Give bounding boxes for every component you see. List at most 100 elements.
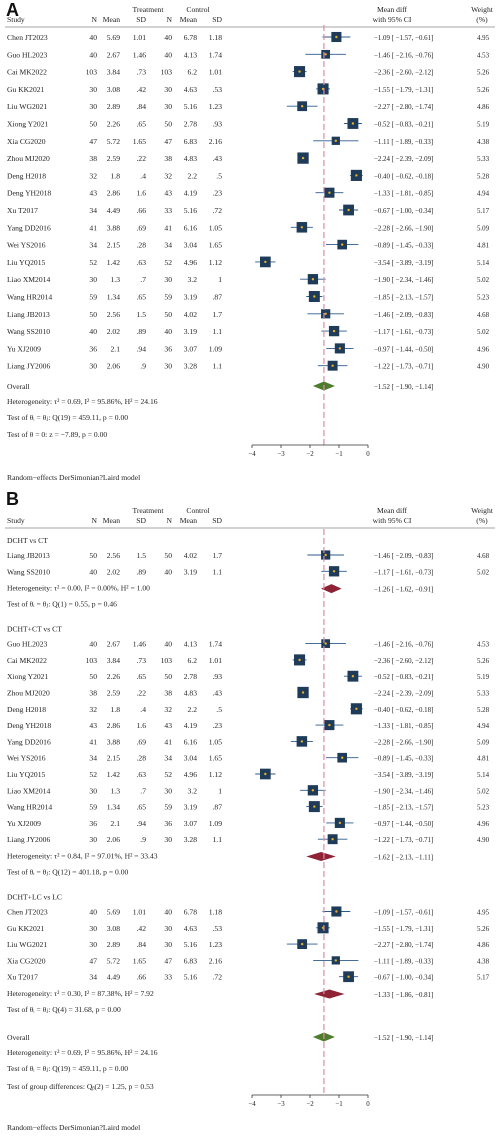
study-mean-treatment: 3.84 [107, 656, 120, 665]
study-mean-control: 3.07 [184, 819, 197, 828]
study-n-control: 30 [164, 835, 172, 844]
x-tick-label: −3 [277, 451, 285, 458]
header-weight: Weight [471, 5, 494, 14]
study-name: Guo HL2023 [7, 640, 47, 649]
study-sd-treatment: .7 [140, 275, 146, 284]
study-sd-treatment: .69 [137, 223, 147, 232]
study-name: Xiong Y2021 [7, 120, 48, 129]
study-sd-treatment: .42 [137, 924, 147, 933]
study-sd-treatment: .94 [137, 819, 147, 828]
study-ci-text: −2.36 [ −2.60, −2.12] [374, 70, 433, 77]
point-estimate [324, 642, 327, 645]
study-mean-control: 6.16 [184, 737, 197, 746]
point-estimate [298, 658, 301, 662]
study-ci-text: −1.46 [ −2.09, −0.83] [374, 312, 433, 319]
study-mean-control: 2.78 [184, 120, 197, 129]
study-ci-text: −1.33 [ −1.81, −0.85] [374, 723, 433, 730]
study-name: Zhou MJ2020 [7, 689, 50, 698]
study-sd-treatment: .89 [137, 567, 147, 576]
forest-plot-a: Treatment Control Mean diff Weight Study N Mea… [5, 5, 495, 482]
panel-a-letter: A [6, 0, 19, 20]
study-mean-treatment: 2.15 [107, 241, 120, 250]
panel-b-letter: B [6, 489, 19, 509]
study-mean-treatment: 2.06 [107, 835, 120, 844]
study-name: Xia CG2020 [7, 137, 46, 146]
study-mean-treatment: 2.1 [111, 344, 121, 353]
study-mean-treatment: 2.59 [107, 154, 120, 163]
study-mean-control: 4.19 [184, 721, 197, 730]
header-n-treatment: N [92, 516, 98, 525]
study-ci-text: −2.24 [ −2.39, −2.09] [374, 691, 433, 698]
study-ci-text: −0.97 [ −1.44, −0.50] [374, 821, 433, 828]
study-weight: 5.26 [477, 926, 490, 933]
study-ci-text: −1.46 [ −2.16, −0.76] [374, 642, 433, 649]
study-n-treatment: 30 [89, 102, 97, 111]
study-sd-control: .5 [216, 171, 222, 180]
study-mean-treatment: 2.26 [107, 672, 120, 681]
study-mean-control: 6.83 [184, 137, 197, 146]
study-ci-text: −1.90 [ −2.34, −1.46] [374, 277, 433, 284]
study-weight: 4.53 [477, 642, 490, 649]
study-sd-treatment: .69 [137, 737, 147, 746]
point-estimate [328, 723, 331, 727]
study-ci-text: −0.89 [ −1.45, −0.33] [374, 756, 433, 763]
study-weight: 5.14 [477, 772, 490, 779]
study-name: Guo HL2023 [7, 50, 47, 59]
study-n-control: 59 [164, 293, 172, 302]
study-mean-treatment: 2.86 [107, 721, 120, 730]
study-n-control: 40 [164, 640, 172, 649]
study-mean-treatment: 2.1 [111, 819, 121, 828]
study-ci-text: −0.52 [ −0.83, −0.21] [374, 674, 433, 681]
subgroup-diamond [321, 584, 342, 594]
study-ci-text: −0.67 [ −1.00, −0.34] [374, 208, 433, 215]
study-name: Wei YS2016 [7, 754, 46, 763]
x-tick-label: −3 [277, 1101, 285, 1108]
study-mean-treatment: 2.86 [107, 189, 120, 198]
study-weight: 5.09 [477, 225, 490, 232]
point-estimate [313, 295, 316, 298]
study-name: Gu KK2021 [7, 924, 45, 933]
point-estimate [300, 740, 304, 743]
study-mean-control: 6.16 [184, 223, 197, 232]
study-mean-control: 4.83 [184, 154, 197, 163]
study-ci-text: −1.90 [ −2.34, −1.46] [374, 788, 433, 795]
overall-test-qi: Test of θᵢ = θⱼ: Q(19) = 459.11, p = 0.0… [7, 413, 128, 422]
study-sd-control: 1.12 [209, 770, 222, 779]
study-sd-control: .43 [213, 689, 223, 698]
study-n-control: 47 [164, 137, 172, 146]
point-estimate [335, 910, 338, 913]
study-ci-text: −2.27 [ −2.80, −1.74] [374, 942, 433, 949]
header-control: Control [186, 5, 209, 14]
study-n-treatment: 40 [89, 908, 97, 917]
study-name: Liu YQ2015 [7, 258, 46, 267]
study-ci-text: −0.52 [ −0.83, −0.21] [374, 122, 433, 129]
header-n-control: N [167, 516, 173, 525]
group-difference-test: Test of group differences: Qᵦ(2) = 1.25,… [7, 1082, 154, 1091]
header-n-control: N [167, 15, 173, 24]
header-mean-treatment: Mean [103, 516, 120, 525]
study-n-control: 30 [164, 85, 172, 94]
header-ci: with 95% CI [373, 15, 412, 24]
study-ci-text: −1.46 [ −2.16, −0.76] [374, 52, 433, 59]
study-n-control: 43 [164, 189, 172, 198]
study-sd-treatment: .65 [137, 672, 147, 681]
study-weight: 5.17 [477, 975, 490, 982]
study-name: Zhou MJ2020 [7, 154, 50, 163]
study-ci-text: −1.85 [ −2.13, −1.57] [374, 295, 433, 302]
study-ci-text: −1.17 [ −1.61, −0.73] [374, 569, 433, 576]
study-mean-treatment: 2.26 [107, 120, 120, 129]
study-n-treatment: 38 [89, 689, 97, 698]
overall-heterogeneity: Heterogeneity: τ² = 0.69, I² = 95.86%, H… [7, 397, 158, 406]
study-n-control: 30 [164, 275, 172, 284]
study-sd-treatment: .66 [137, 206, 147, 215]
study-weight: 4.90 [477, 364, 490, 371]
study-sd-treatment: .4 [140, 705, 146, 714]
study-ci-text: −1.22 [ −1.73, −0.71] [374, 837, 433, 844]
subgroup-diamond [314, 989, 345, 999]
study-name: Deng H2018 [7, 171, 46, 180]
study-n-treatment: 103 [86, 68, 98, 77]
study-n-control: 34 [164, 241, 172, 250]
study-weight: 5.09 [477, 739, 490, 746]
study-n-treatment: 34 [89, 206, 97, 215]
study-sd-control: 1.05 [209, 223, 222, 232]
